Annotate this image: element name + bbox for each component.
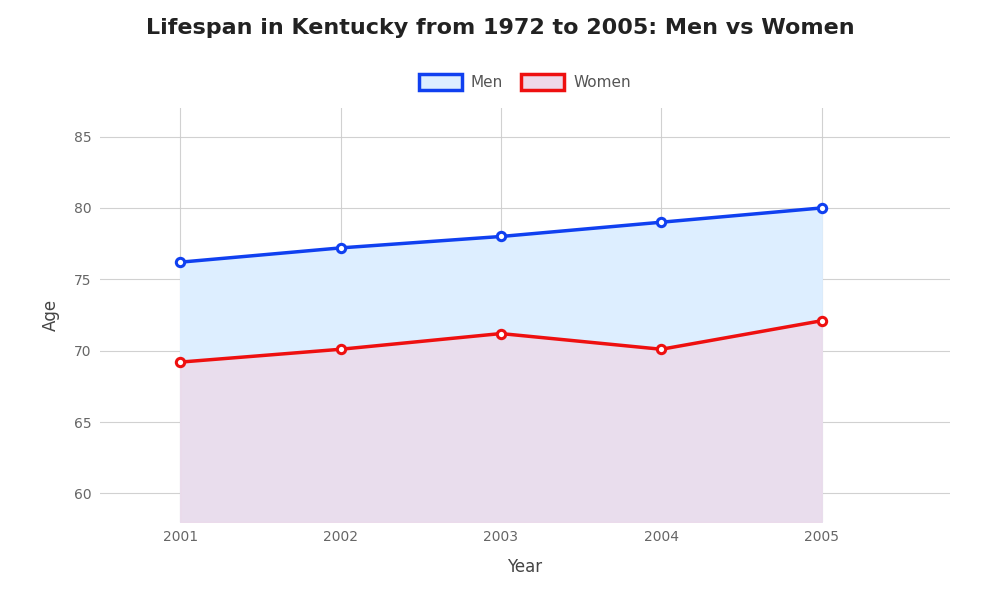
Text: Lifespan in Kentucky from 1972 to 2005: Men vs Women: Lifespan in Kentucky from 1972 to 2005: … [146,18,854,38]
Y-axis label: Age: Age [42,299,60,331]
X-axis label: Year: Year [507,558,543,576]
Legend: Men, Women: Men, Women [411,66,639,98]
